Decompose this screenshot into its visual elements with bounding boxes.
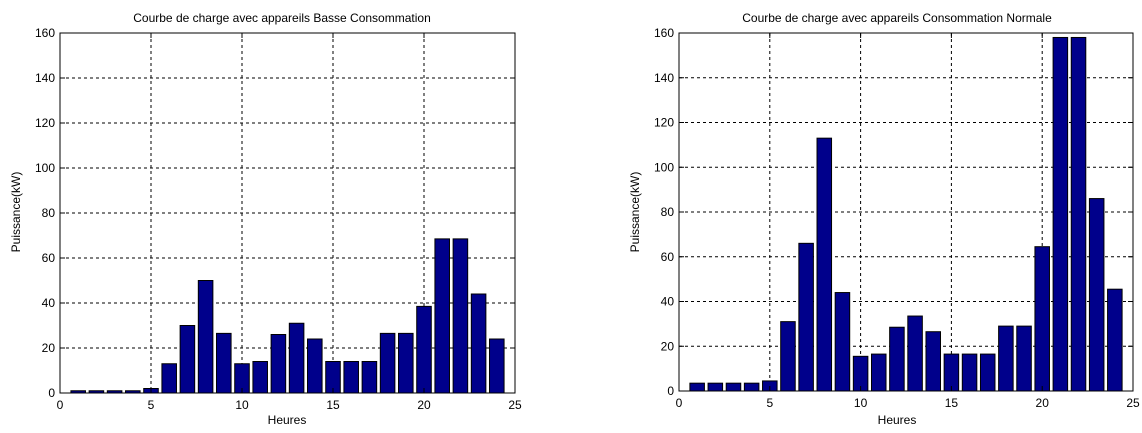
bar-hour-13: [907, 315, 923, 392]
bar-hour-2: [707, 382, 724, 392]
chart-consommation-normale-svg: Courbe de charge avec appareils Consomma…: [628, 11, 1140, 427]
x-tick-label: 10: [235, 398, 249, 412]
bar-hour-10: [852, 355, 869, 392]
y-tick-label: 100: [654, 160, 674, 174]
y-tick-label: 40: [661, 295, 675, 309]
x-axis-label: Heures: [878, 413, 917, 427]
bar-hour-21: [1052, 36, 1069, 392]
bar-hour-23: [470, 293, 487, 394]
bar-hour-8: [197, 280, 214, 394]
x-axis-label: Heures: [268, 413, 307, 427]
bar-hour-14: [925, 331, 942, 392]
chart-title: Courbe de charge avec appareils Consomma…: [742, 11, 1052, 25]
y-tick-label: 140: [654, 71, 674, 85]
bar-hour-19: [398, 332, 414, 394]
y-axis-label: Puissance(kW): [628, 172, 642, 253]
y-tick-label: 60: [661, 250, 675, 264]
bar-hour-12: [889, 326, 905, 392]
ticks: 0 5 10 15 20 25 0 20 40 60 80 100 120 140 160: [35, 26, 522, 412]
y-tick-label: 80: [661, 205, 675, 219]
bar-hour-21: [434, 238, 450, 394]
x-tick-label: 20: [417, 398, 431, 412]
x-tick-label: 5: [766, 396, 773, 410]
chart-consommation-normale: Courbe de charge avec appareils Consomma…: [571, 0, 1142, 428]
bar-hour-6: [161, 363, 177, 394]
y-tick-label: 20: [661, 339, 675, 353]
y-tick-label: 100: [35, 161, 55, 175]
y-tick-label: 120: [35, 116, 55, 130]
y-tick-label: 40: [42, 296, 56, 310]
bar-hour-4: [743, 382, 760, 392]
bar-hour-20: [416, 305, 432, 394]
y-tick-label: 160: [654, 26, 674, 40]
bar-hour-16: [343, 361, 359, 394]
x-tick-label: 15: [326, 398, 340, 412]
bar-hour-22: [1070, 36, 1087, 392]
bars: [70, 238, 505, 394]
bar-hour-18: [379, 332, 396, 394]
bar-hour-14: [307, 338, 323, 394]
x-tick-label: 15: [945, 396, 959, 410]
bar-hour-1: [689, 382, 705, 392]
chart-title: Courbe de charge avec appareils Basse Co…: [133, 11, 431, 25]
x-tick-label: 20: [1036, 396, 1050, 410]
x-tick-label: 25: [508, 398, 522, 412]
bar-hour-17: [361, 361, 378, 394]
bar-hour-17: [979, 353, 996, 392]
bars: [689, 36, 1123, 392]
chart-basse-consommation: Courbe de charge avec appareils Basse Co…: [0, 0, 571, 428]
y-axis-label: Puissance(kW): [9, 172, 23, 253]
bar-hour-24: [1107, 288, 1123, 392]
bar-hour-20: [1034, 246, 1050, 392]
x-tick-label: 25: [1126, 396, 1140, 410]
bar-hour-9: [216, 332, 232, 394]
bar-hour-11: [870, 353, 887, 392]
bar-hour-18: [998, 325, 1014, 392]
bar-hour-7: [179, 325, 196, 394]
bar-hour-3: [725, 382, 742, 392]
bar-hour-8: [816, 137, 833, 392]
y-tick-label: 160: [35, 26, 55, 40]
bar-hour-16: [961, 353, 978, 392]
bar-hour-11: [252, 361, 268, 394]
chart-basse-consommation-svg: Courbe de charge avec appareils Basse Co…: [9, 11, 522, 427]
bar-hour-22: [452, 238, 469, 394]
ticks: 0 5 10 15 20 25 0 20 40 60 80 100 120 140 160: [654, 26, 1140, 410]
bar-hour-12: [270, 334, 287, 394]
bar-hour-9: [834, 292, 851, 392]
bar-hour-15: [943, 353, 960, 392]
x-tick-label: 0: [676, 396, 683, 410]
y-tick-label: 0: [48, 386, 55, 400]
bar-hour-13: [288, 322, 305, 394]
y-tick-label: 20: [42, 341, 56, 355]
bar-hour-19: [1016, 325, 1032, 392]
x-tick-label: 5: [148, 398, 155, 412]
bar-hour-23: [1088, 198, 1105, 392]
bar-hour-6: [780, 321, 796, 392]
y-tick-label: 80: [42, 206, 56, 220]
x-tick-label: 10: [854, 396, 868, 410]
y-tick-label: 60: [42, 251, 56, 265]
y-tick-label: 120: [654, 116, 674, 130]
x-tick-label: 0: [57, 398, 64, 412]
bar-hour-7: [798, 242, 814, 392]
bar-hour-24: [489, 338, 505, 394]
y-tick-label: 140: [35, 71, 55, 85]
y-tick-label: 0: [667, 384, 674, 398]
